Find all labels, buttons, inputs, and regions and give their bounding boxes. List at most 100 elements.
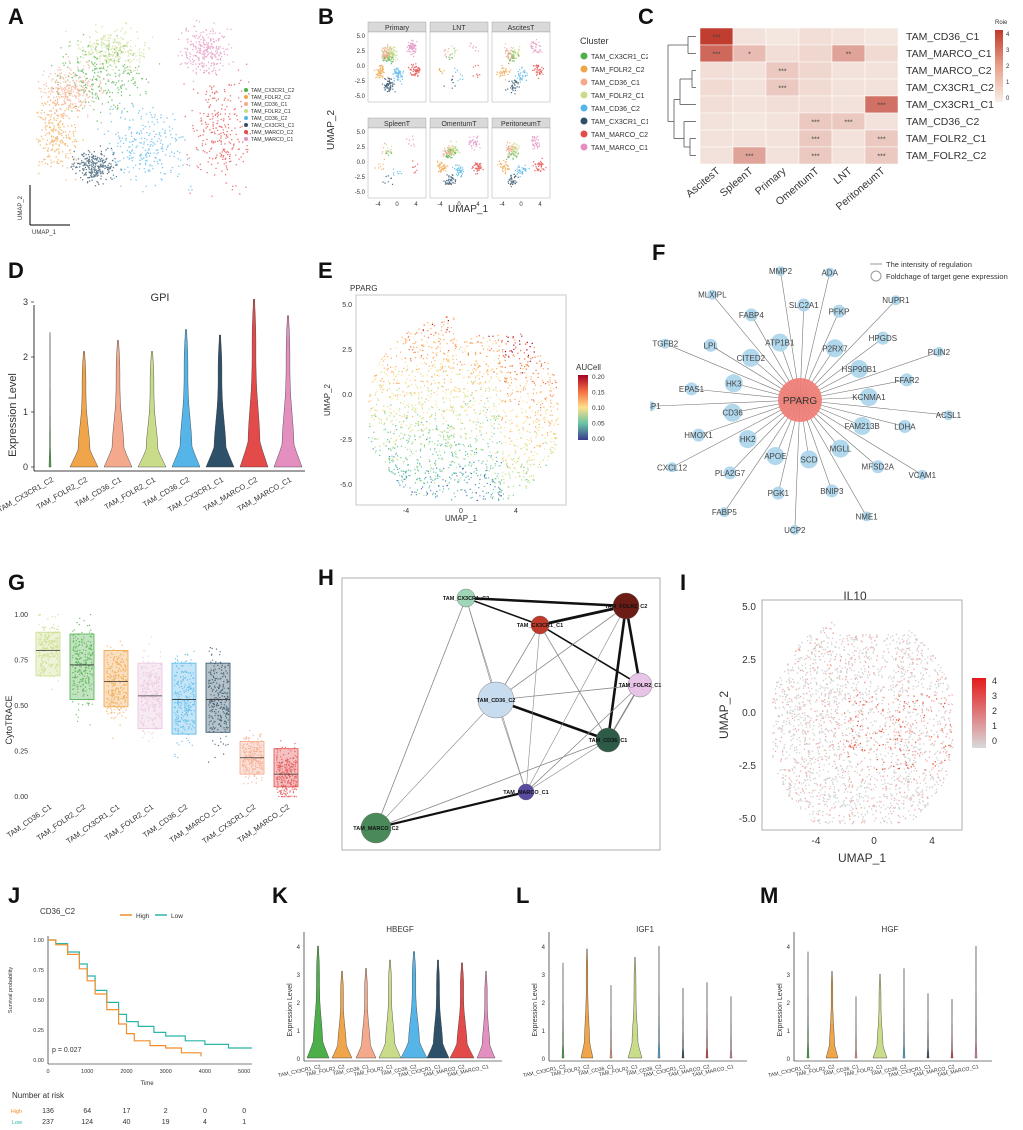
violin-tam_folr2_c2: [580, 948, 594, 1059]
legend-swatch: [244, 88, 248, 92]
panel-label-h: H: [318, 565, 334, 590]
panel-e-xlabel: UMAP_1: [445, 514, 478, 523]
y-tick-label: 2.5: [342, 347, 352, 354]
interaction-edge: [539, 624, 641, 686]
risk-low-count: 124: [81, 1119, 93, 1126]
facet-xtick: -4: [499, 202, 505, 208]
heatmap-cell: [732, 61, 767, 80]
violin-tam_cd36_c2: [400, 951, 428, 1059]
target-label: ATP1B1: [765, 339, 795, 348]
umap-cluster-tam_marco_c1: [177, 20, 234, 82]
target-label: MMP2: [769, 267, 793, 276]
heatmap-row-label: TAM_CD36_C1: [906, 31, 979, 43]
heatmap-col-label: LNT: [832, 165, 855, 187]
heatmap-star: ***: [778, 69, 786, 76]
target-label: FAM213B: [845, 422, 880, 431]
colorbar-tick: 1: [992, 721, 997, 731]
heatmap-cell: [798, 44, 833, 63]
node-tam_marco_c2: [360, 812, 392, 844]
panel-label-f: F: [652, 240, 666, 265]
y-tick-label: 3: [297, 973, 301, 979]
jitter-points: [106, 640, 128, 739]
target-node-slc2a1: [797, 298, 811, 312]
legend-label: TAM_CD36_C1: [251, 102, 287, 108]
violin-tam_cd36_c2: [902, 968, 906, 1059]
target-node-plin2: [933, 346, 944, 357]
target-node-ada: [824, 267, 835, 278]
regulation-edge: [799, 399, 949, 416]
target-node-pla2g7: [723, 466, 737, 480]
risk-high-count: 2: [164, 1108, 168, 1115]
target-label: FFAR2: [894, 376, 919, 385]
colorbar-tick: 0.00: [592, 436, 605, 443]
interaction-edge: [465, 597, 541, 626]
target-node-pgk1: [771, 486, 785, 500]
center-label: PPARG: [783, 396, 817, 407]
facet-cluster-dots: [374, 64, 389, 79]
target-node-nupr1: [890, 295, 901, 306]
facet-cluster-dots: [510, 46, 521, 60]
center-node-pparg: [778, 378, 822, 422]
violin-tam_marco_c1: [974, 945, 978, 1059]
facet-title: LNT: [452, 25, 466, 32]
legend-swatch: [244, 123, 248, 127]
panel-label-a: A: [8, 4, 24, 29]
legend-label: TAM_CX3CR1_C1: [251, 123, 295, 129]
heatmap-cell: [732, 112, 767, 131]
y-tick-label: 0.0: [742, 708, 756, 719]
target-node-bnip3: [825, 484, 839, 498]
facet-panel: [491, 127, 551, 199]
heatmap-cell: [798, 95, 833, 114]
node-label: TAM_CD36_C2: [477, 698, 516, 704]
facet-cluster-dots: [381, 77, 396, 93]
regulation-edge: [712, 294, 801, 401]
y-tick-label: 0.75: [33, 968, 44, 974]
target-label: PFKP: [829, 307, 850, 316]
y-tick-label: 0: [787, 1057, 791, 1063]
legend-swatch: [244, 95, 248, 99]
panel-k-violin: HBEGF Expression Level 43210TAM_CX3CR1_C…: [278, 925, 502, 1079]
target-node-hk2: [738, 430, 757, 449]
facet-cluster-dots: [472, 64, 481, 78]
target-node-fabp5: [719, 507, 730, 518]
target-label: SLC2A1: [789, 301, 819, 310]
target-label: PGK1: [768, 489, 790, 498]
y-tick-label: 0: [23, 462, 28, 472]
heatmap-star: ***: [877, 154, 885, 161]
y-tick-label: 0.25: [14, 749, 28, 756]
target-label: FABP5: [712, 508, 737, 517]
facet-cluster-dots: [448, 141, 461, 156]
x-tick-label: 5000: [238, 1069, 250, 1075]
facet-cluster-dots: [468, 135, 481, 151]
panel-label-d: D: [8, 258, 24, 283]
colorbar-tick: 0.05: [592, 421, 605, 428]
target-label: FBP1: [650, 402, 661, 411]
interaction-edge: [539, 624, 609, 741]
node-tam_folr2_c1: [627, 672, 653, 698]
target-label: PLIN2: [928, 348, 951, 357]
heatmap-cell: [732, 27, 767, 46]
heatmap-star: ***: [844, 120, 852, 127]
facet-ytick: 0.0: [357, 160, 366, 166]
heatmap-cell: [765, 112, 800, 131]
heatmap-cell: [798, 78, 833, 97]
violin-tam_marco_c2: [449, 962, 475, 1059]
node-tam_marco_c1: [517, 783, 535, 801]
y-tick-label: 2: [297, 1001, 301, 1007]
violin-tam_marco_c2: [705, 982, 709, 1059]
target-node-hpgds: [876, 331, 890, 345]
y-tick-label: 0: [542, 1057, 546, 1063]
facet-cluster-dots: [514, 66, 528, 83]
x-tick-label: 4: [514, 508, 518, 515]
panel-label-i: I: [680, 570, 687, 595]
legend-label: TAM_FOLR2_C1: [251, 109, 291, 115]
target-node-atp1b1: [770, 333, 789, 352]
regulation-edge: [650, 399, 801, 407]
y-tick-label: 0.00: [33, 1058, 44, 1064]
interaction-edge: [495, 605, 627, 701]
panel-e-title: PPARG: [350, 284, 377, 293]
survival-curve-low: [48, 939, 252, 1049]
violin-tam_marco_c1: [476, 971, 496, 1059]
legend-swatch: [580, 52, 588, 60]
panel-j-ylabel: Survival probability: [8, 967, 14, 1013]
